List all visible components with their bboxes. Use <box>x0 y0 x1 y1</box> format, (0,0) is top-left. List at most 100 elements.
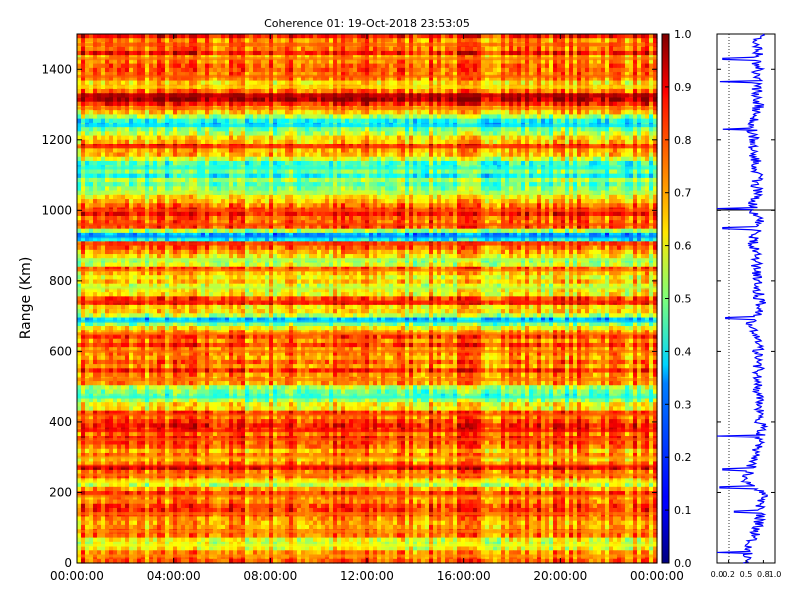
heatmap-cell <box>365 97 370 103</box>
heatmap-cell <box>521 97 526 103</box>
heatmap-cell <box>109 72 114 77</box>
heatmap-cell <box>481 127 486 132</box>
heatmap-cell <box>381 76 386 82</box>
heatmap-cell <box>89 177 94 183</box>
heatmap-cell <box>321 67 326 73</box>
heatmap-cell <box>541 135 546 141</box>
heatmap-cell <box>189 156 194 162</box>
heatmap-cell <box>381 169 386 175</box>
heatmap-cell <box>541 110 546 116</box>
heatmap-cell <box>457 110 462 116</box>
heatmap-cell <box>605 89 610 94</box>
heatmap-cell <box>485 97 490 103</box>
heatmap-cell <box>301 152 306 158</box>
heatmap-cell <box>545 72 550 77</box>
heatmap-cell <box>209 101 214 107</box>
heatmap-cell <box>377 80 382 86</box>
heatmap-cell <box>293 131 298 137</box>
heatmap-cell <box>497 131 502 137</box>
heatmap-cell <box>213 139 218 145</box>
heatmap-cell <box>129 156 134 162</box>
heatmap-cell <box>593 114 598 120</box>
heatmap-cell <box>553 156 558 162</box>
heatmap-cell <box>365 127 370 132</box>
heatmap-cell <box>405 135 410 141</box>
heatmap-cell <box>253 34 258 39</box>
heatmap-cell <box>189 114 194 120</box>
heatmap-cell <box>397 97 402 103</box>
heatmap-cell <box>349 127 354 132</box>
heatmap-cell <box>317 72 322 77</box>
heatmap-cell <box>145 110 150 116</box>
heatmap-cell <box>341 148 346 154</box>
heatmap-cell <box>221 50 226 56</box>
heatmap-cell <box>325 118 330 124</box>
heatmap-cell <box>649 152 654 158</box>
heatmap-cell <box>337 127 342 132</box>
heatmap-cell <box>357 76 362 82</box>
heatmap-cell <box>309 139 314 145</box>
heatmap-cell <box>445 38 450 44</box>
heatmap-cell <box>165 34 170 39</box>
heatmap-cell <box>569 89 574 94</box>
heatmap-cell <box>529 63 534 69</box>
heatmap-cell <box>589 139 594 145</box>
heatmap-cell <box>517 127 522 132</box>
heatmap-cell <box>185 67 190 73</box>
heatmap-cell <box>329 156 334 162</box>
heatmap-cell <box>409 169 414 175</box>
heatmap-cell <box>597 50 602 56</box>
heatmap-cell <box>225 127 230 132</box>
heatmap-cell <box>121 169 126 175</box>
heatmap-cell <box>177 97 182 103</box>
heatmap-cell <box>169 131 174 137</box>
heatmap-cell <box>297 131 302 137</box>
heatmap-cell <box>321 59 326 65</box>
heatmap-cell <box>441 160 446 166</box>
heatmap-cell <box>473 63 478 69</box>
heatmap-cell <box>201 89 206 94</box>
heatmap-cell <box>545 50 550 56</box>
heatmap-cell <box>337 177 342 183</box>
heatmap-cell <box>81 177 86 183</box>
heatmap-cell <box>281 139 286 145</box>
heatmap-cell <box>649 139 654 145</box>
heatmap-cell <box>477 50 482 56</box>
heatmap-cell <box>637 127 642 132</box>
heatmap-cell <box>157 177 162 183</box>
heatmap-cell <box>321 38 326 44</box>
heatmap-cell <box>113 131 118 137</box>
heatmap-cell <box>513 127 518 132</box>
heatmap-cell <box>109 148 114 154</box>
heatmap-cell <box>289 101 294 107</box>
heatmap-cell <box>81 114 86 120</box>
heatmap-cell <box>225 76 230 82</box>
heatmap-cell <box>249 114 254 120</box>
heatmap-cell <box>605 152 610 158</box>
heatmap-cell <box>337 110 342 116</box>
heatmap-cell <box>201 38 206 44</box>
heatmap-cell <box>385 139 390 145</box>
heatmap-cell <box>281 114 286 120</box>
heatmap-cell <box>521 63 526 69</box>
heatmap-cell <box>493 38 498 44</box>
heatmap-cell <box>333 152 338 158</box>
heatmap-cell <box>385 38 390 44</box>
heatmap-cell <box>489 131 494 137</box>
heatmap-cell <box>649 110 654 116</box>
heatmap-cell <box>341 67 346 73</box>
heatmap-cell <box>277 177 282 183</box>
heatmap-cell <box>393 46 398 52</box>
heatmap-cell <box>621 101 626 107</box>
heatmap-cell <box>321 118 326 124</box>
heatmap-cell <box>617 173 622 179</box>
heatmap-cell <box>429 59 434 65</box>
heatmap-cell <box>389 169 394 175</box>
heatmap-cell <box>93 148 98 154</box>
heatmap-cell <box>253 127 258 132</box>
heatmap-cell <box>545 110 550 116</box>
heatmap-cell <box>641 173 646 179</box>
heatmap-cell <box>277 160 282 166</box>
heatmap-cell <box>497 59 502 65</box>
heatmap-cell <box>453 110 458 116</box>
